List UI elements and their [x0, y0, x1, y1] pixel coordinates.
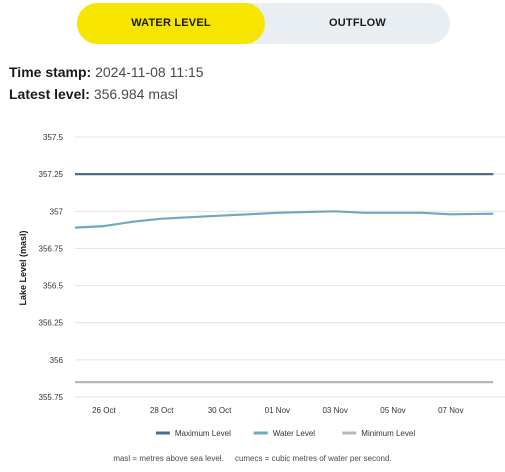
x-tick-label: 26 Oct — [92, 406, 116, 415]
footnote-cumecs: cumecs = cubic metres of water per secon… — [234, 454, 392, 463]
x-tick-label: 07 Nov — [438, 406, 463, 415]
y-axis-label: Lake Level (masl) — [18, 230, 28, 305]
x-tick-label: 30 Oct — [208, 406, 232, 415]
y-tick-label: 355.75 — [39, 393, 64, 402]
latest-level-value: 356.984 masl — [93, 86, 178, 102]
footnote: masl = metres above sea level. cumecs = … — [0, 454, 505, 463]
tab-outflow[interactable]: OUTFLOW — [329, 17, 386, 29]
x-tick-label: 05 Nov — [380, 406, 405, 415]
series-layer — [74, 173, 494, 384]
timestamp-label: Time stamp: — [9, 64, 92, 80]
grid-layer — [75, 136, 505, 398]
legend: Maximum Level Water Level Minimum Level — [155, 429, 415, 438]
timestamp-row: Time stamp: 2024-11-08 11:15 — [9, 64, 204, 80]
x-tick-label: 01 Nov — [265, 406, 290, 415]
legend-label[interactable]: Minimum Level — [361, 429, 415, 438]
y-axis-ticks: 357.5 357.25 357 356.75 356.5 356.25 356 355.75 — [39, 133, 64, 402]
tab-water-level[interactable]: WATER LEVEL — [77, 3, 265, 44]
y-tick-label: 356 — [50, 356, 64, 365]
lake-level-chart: 357.5 357.25 357 356.75 356.5 356.25 356 355.75… — [18, 133, 505, 438]
x-tick-label: 03 Nov — [322, 406, 347, 415]
timestamp-value: 2024-11-08 11:15 — [95, 64, 204, 80]
legend-label[interactable]: Maximum Level — [175, 429, 231, 438]
latest-level-label: Latest level: — [9, 86, 90, 102]
y-tick-label: 356.5 — [43, 282, 64, 291]
y-tick-label: 356.25 — [39, 319, 64, 328]
x-axis-ticks: 26 Oct 28 Oct 30 Oct 01 Nov 03 Nov 05 Nov 07 N… — [92, 406, 463, 415]
latest-level-row: Latest level: 356.984 masl — [9, 86, 178, 102]
level-toggle: WATER LEVEL OUTFLOW — [77, 3, 450, 44]
y-tick-label: 357.25 — [39, 170, 64, 179]
y-tick-label: 357.5 — [43, 133, 64, 142]
series-line-water-level — [74, 210, 494, 229]
legend-label[interactable]: Water Level — [273, 429, 316, 438]
y-tick-label: 357 — [50, 207, 64, 216]
footnote-masl: masl = metres above sea level. — [113, 454, 224, 463]
x-tick-label: 28 Oct — [150, 406, 174, 415]
y-tick-label: 356.75 — [39, 244, 64, 253]
